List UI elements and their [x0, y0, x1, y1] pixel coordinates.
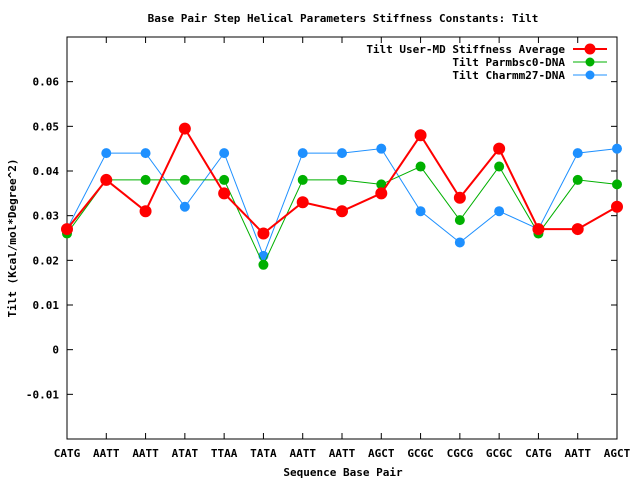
data-point — [219, 174, 230, 185]
data-point — [376, 143, 387, 154]
x-tick-label: AATT — [132, 447, 159, 460]
series-layer — [61, 122, 623, 270]
data-point — [532, 223, 545, 236]
y-tick-label: 0.05 — [33, 120, 60, 133]
x-tick-label: AGCT — [368, 447, 395, 460]
x-tick-label: AATT — [93, 447, 120, 460]
data-point — [297, 174, 308, 185]
y-tick-label: 0.04 — [33, 165, 60, 178]
x-tick-label: AATT — [329, 447, 356, 460]
data-point — [257, 227, 270, 240]
y-tick-label: 0 — [52, 344, 59, 357]
y-tick-label: 0.01 — [33, 299, 60, 312]
x-tick-label: AATT — [564, 447, 591, 460]
x-tick-label: GCGC — [486, 447, 513, 460]
data-point — [100, 173, 113, 186]
data-point — [494, 161, 505, 172]
data-point — [375, 187, 388, 200]
x-tick-label: AATT — [289, 447, 316, 460]
series-1 — [61, 122, 623, 240]
y-tick-label: 0.03 — [33, 210, 60, 223]
data-point — [179, 201, 190, 212]
x-tick-label: TTAA — [211, 447, 238, 460]
data-point — [101, 148, 112, 159]
legend-swatch-marker — [585, 57, 595, 67]
data-point — [139, 205, 152, 218]
data-point — [178, 122, 191, 135]
y-axis: -0.01 0 0.01 0.02 0.03 0.04 0.05 0.06 — [26, 76, 617, 401]
y-tick-label: 0.06 — [33, 76, 60, 89]
x-tick-label: TATA — [250, 447, 277, 460]
data-point — [572, 148, 583, 159]
data-point — [493, 142, 506, 155]
data-point — [336, 205, 348, 218]
x-tick-label: CGCG — [447, 447, 474, 460]
chart-title: Base Pair Step Helical Parameters Stiffn… — [148, 12, 539, 25]
x-axis: CATG AATT AATT ATAT TTAA TATA AATT AATT AGCT GCGC… — [54, 37, 631, 460]
legend-item: Tilt Parmbsc0-DNA — [452, 56, 607, 69]
data-point — [296, 196, 309, 209]
data-point — [414, 129, 427, 142]
legend-label: Tilt User-MD Stiffness Average — [366, 43, 565, 56]
data-point — [258, 259, 269, 270]
data-point — [454, 237, 465, 248]
legend-item: Tilt Charmm27-DNA — [452, 69, 607, 82]
x-tick-label: GCGC — [407, 447, 434, 460]
legend-label: Tilt Charmm27-DNA — [452, 69, 565, 82]
x-tick-label: CATG — [54, 447, 81, 460]
y-tick-label: -0.01 — [26, 388, 59, 401]
data-point — [61, 223, 73, 236]
data-point — [337, 148, 347, 159]
data-point — [612, 143, 622, 154]
legend-item: Tilt User-MD Stiffness Average — [366, 43, 607, 56]
data-point — [179, 174, 190, 185]
x-axis-label: Sequence Base Pair — [283, 466, 403, 479]
data-point — [337, 174, 347, 185]
data-point — [219, 148, 230, 159]
data-point — [140, 174, 151, 185]
data-point — [454, 215, 465, 226]
data-point — [415, 161, 426, 172]
x-tick-label: CATG — [525, 447, 552, 460]
legend-swatch-marker — [585, 70, 595, 80]
y-tick-label: 0.02 — [33, 254, 60, 267]
data-point — [612, 179, 622, 190]
legend-swatch-marker — [584, 43, 596, 55]
data-point — [453, 191, 466, 204]
data-point — [218, 187, 231, 200]
legend-label: Tilt Parmbsc0-DNA — [452, 56, 565, 69]
x-tick-label: ATAT — [172, 447, 199, 460]
data-point — [415, 206, 426, 217]
series-3 — [62, 143, 622, 261]
data-point — [572, 174, 583, 185]
x-tick-label: AGCT — [604, 447, 631, 460]
data-point — [140, 148, 151, 159]
data-point — [571, 223, 584, 236]
data-point — [611, 200, 623, 213]
data-point — [297, 148, 308, 159]
data-point — [494, 206, 505, 217]
plot-area-frame — [66, 36, 618, 440]
y-axis-label: Tilt (Kcal/mol*Degree^2) — [6, 159, 19, 318]
